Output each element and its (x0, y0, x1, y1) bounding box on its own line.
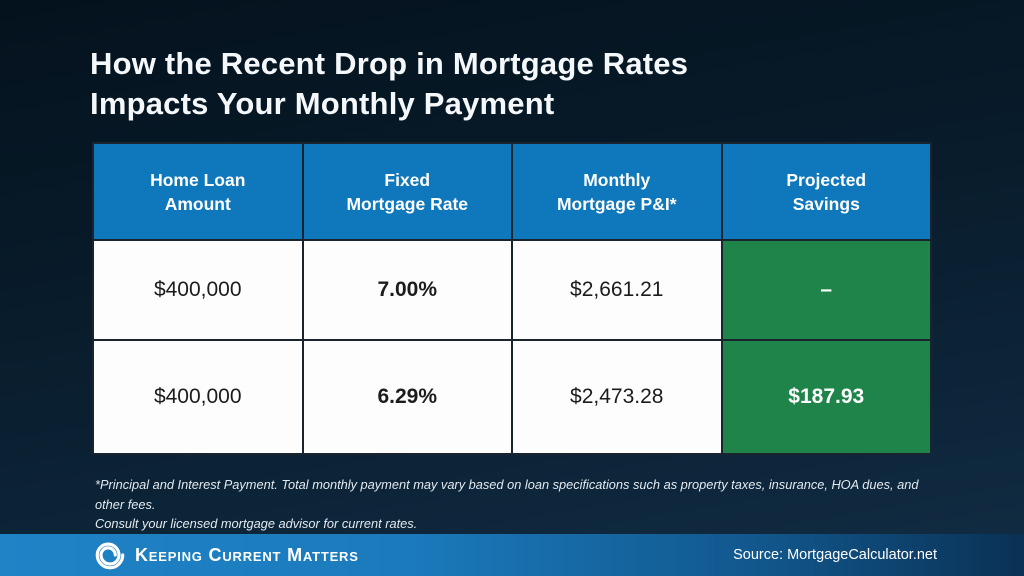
footnote-line-2: Consult your licensed mortgage advisor f… (95, 516, 418, 531)
title-line-1: How the Recent Drop in Mortgage Rates (90, 46, 689, 81)
brand-name: Keeping Current Matters (135, 544, 359, 565)
cell-projected-savings-row1: – (722, 241, 930, 339)
header-line: Mortgage Rate (346, 193, 469, 214)
footer-bar: Keeping Current Matters Source: Mortgage… (0, 534, 1024, 576)
cell-loan-amount-row2: $400,000 (94, 341, 302, 453)
kcm-swirl-logo-icon (95, 540, 125, 570)
header-line: Projected (786, 169, 867, 190)
footnote-line-1: *Principal and Interest Payment. Total m… (95, 477, 919, 512)
column-header-home-loan-amount: Home Loan Amount (94, 144, 302, 239)
header-line: Amount (164, 193, 231, 214)
header-line: Savings (792, 193, 860, 214)
header-line: Monthly (583, 169, 651, 190)
column-header-monthly-mortgage-pi: Monthly Mortgage P&I* (513, 144, 721, 239)
column-header-fixed-mortgage-rate: Fixed Mortgage Rate (303, 144, 511, 239)
header-line: Mortgage P&I* (556, 193, 677, 214)
cell-rate-row2: 6.29% (303, 341, 511, 453)
cell-monthly-payment-row1: $2,661.21 (513, 241, 721, 339)
source-attribution: Source: MortgageCalculator.net (733, 547, 937, 563)
cell-loan-amount-row1: $400,000 (94, 241, 302, 339)
page-title: How the Recent Drop in Mortgage Rates Im… (90, 44, 688, 124)
mortgage-comparison-table: Home Loan Amount Fixed Mortgage Rate Mon… (92, 142, 932, 455)
header-line: Fixed (384, 169, 431, 190)
column-header-projected-savings: Projected Savings (722, 144, 930, 239)
header-line: Home Loan (150, 169, 246, 190)
cell-rate-row1: 7.00% (303, 241, 511, 339)
title-line-2: Impacts Your Monthly Payment (90, 86, 555, 121)
cell-monthly-payment-row2: $2,473.28 (513, 341, 721, 453)
cell-projected-savings-row2: $187.93 (722, 341, 930, 453)
footnote: *Principal and Interest Payment. Total m… (95, 475, 940, 534)
